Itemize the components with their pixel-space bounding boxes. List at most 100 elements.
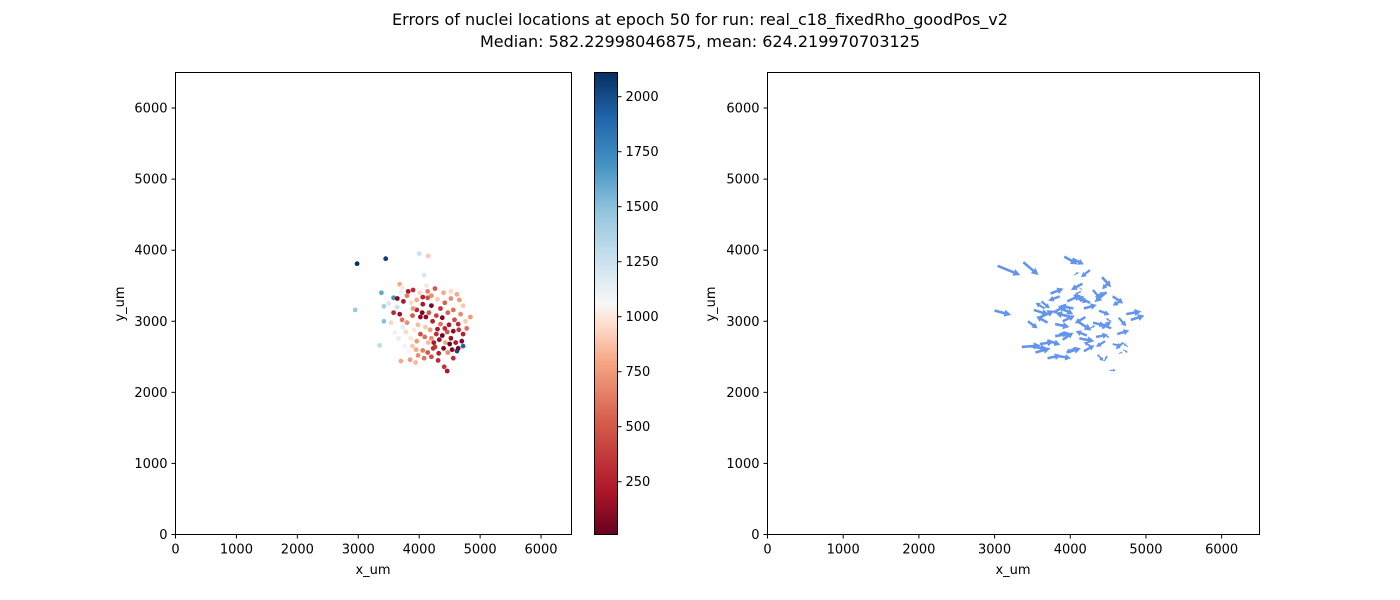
scatter-point (418, 331, 423, 337)
scatter-point (396, 335, 401, 341)
scatter-point (405, 289, 411, 294)
scatter-point (410, 287, 416, 293)
quiver-arrow (1083, 303, 1097, 310)
scatter-point (407, 357, 413, 363)
quiver-arrow (1083, 345, 1095, 353)
scatter-point (429, 335, 434, 341)
scatter-x-tick-label: 5000 (464, 543, 497, 558)
quiver-arrow (1062, 332, 1074, 341)
quiver-x-tick-label: 5000 (1129, 543, 1162, 558)
quiver-arrow (1036, 316, 1049, 324)
quiver-arrow (1102, 280, 1111, 290)
quiver-arrow (1096, 354, 1104, 362)
scatter-y-label: y_um (113, 286, 128, 321)
scatter-point (381, 318, 387, 324)
scatter-point (449, 347, 455, 353)
colorbar-tick-label: 500 (626, 420, 651, 435)
scatter-point (429, 354, 434, 360)
scatter-point (422, 334, 428, 340)
scatter-point (441, 364, 447, 370)
quiver-y-tick-label: 0 (751, 528, 759, 543)
quiver-arrow (1096, 340, 1106, 347)
scatter-point (448, 335, 454, 341)
quiver-y-tick-label: 1000 (726, 457, 759, 472)
colorbar: 250 500 750 1000 1250 1500 1750 2000 (594, 72, 659, 535)
scatter-point (394, 296, 400, 301)
scatter-point (425, 350, 431, 355)
quiver-arrow (1080, 269, 1091, 278)
scatter-point (377, 343, 382, 348)
quiver-arrow (1077, 320, 1092, 331)
scatter-point (410, 313, 415, 318)
scatter-point (415, 353, 421, 358)
quiver-arrow (1123, 343, 1129, 348)
quiver-arrow (1118, 351, 1123, 355)
quiver-arrow (1035, 302, 1046, 310)
quiver-y-tick-label: 5000 (726, 173, 759, 188)
quiver-y-ticks: 0 1000 2000 3000 4000 5000 6000 (726, 102, 768, 543)
scatter-point (425, 253, 431, 259)
scatter-point (455, 321, 461, 327)
quiver-arrow (1079, 287, 1083, 290)
figure-title: Errors of nuclei locations at epoch 50 f… (392, 10, 1008, 29)
scatter-x-tick-label: 3000 (342, 543, 375, 558)
scatter-point (425, 340, 431, 345)
quiver-arrow (994, 309, 1012, 317)
quiver-arrow (1027, 320, 1038, 329)
scatter-point (435, 326, 440, 332)
scatter-point (442, 300, 448, 306)
quiver-arrow (1055, 311, 1071, 319)
colorbar-tick-label: 1000 (626, 310, 659, 325)
scatter-y-tick-label: 1000 (134, 457, 167, 472)
scatter-panel: 0 1000 2000 3000 4000 5000 6000 0 1000 2000 3000 4… (113, 72, 572, 578)
scatter-x-tick-label: 1000 (220, 543, 253, 558)
quiver-y-tick-label: 6000 (726, 102, 759, 117)
quiver-arrow (1021, 342, 1041, 350)
scatter-point (432, 344, 438, 350)
scatter-point (414, 307, 420, 313)
quiver-arrow (1074, 316, 1086, 324)
scatter-point (413, 360, 418, 365)
scatter-point (450, 307, 456, 313)
scatter-point (408, 335, 414, 341)
scatter-point (399, 284, 405, 290)
scatter-point (391, 310, 396, 316)
scatter-point (439, 315, 445, 321)
scatter-y-tick-label: 2000 (134, 386, 167, 401)
scatter-point (433, 331, 439, 337)
quiver-arrow (1039, 339, 1054, 347)
colorbar-ticks: 250 500 750 1000 1250 1500 1750 2000 (617, 90, 659, 490)
scatter-point (398, 289, 404, 295)
scatter-point (418, 314, 423, 320)
scatter-point (415, 322, 421, 328)
quiver-x-tick-label: 6000 (1205, 543, 1238, 558)
scatter-point (420, 294, 426, 300)
scatter-point (430, 318, 435, 324)
scatter-point (445, 310, 451, 316)
scatter-point (438, 321, 443, 327)
quiver-arrow (1050, 287, 1064, 295)
scatter-point (408, 300, 414, 306)
scatter-point (436, 350, 442, 356)
quiver-arrow (1066, 294, 1081, 303)
quiver-arrow (1022, 261, 1039, 276)
scatter-point (433, 313, 439, 318)
scatter-point (406, 348, 412, 354)
quiver-x-tick-label: 2000 (902, 543, 935, 558)
scatter-point (436, 337, 442, 343)
scatter-point (422, 324, 428, 330)
scatter-point (439, 333, 445, 338)
scatter-point (463, 318, 468, 324)
scatter-point (445, 350, 451, 355)
scatter-point (425, 289, 431, 294)
scatter-point (383, 256, 389, 262)
scatter-y-tick-label: 6000 (134, 102, 167, 117)
quiver-y-tick-label: 3000 (726, 315, 759, 330)
quiver-plot-area (767, 72, 1260, 535)
quiver-x-tick-label: 3000 (978, 543, 1011, 558)
scatter-point (450, 328, 456, 334)
scatter-point (444, 329, 450, 335)
quiver-arrow (1065, 347, 1076, 353)
quiver-arrow (1075, 330, 1088, 337)
scatter-point (402, 343, 407, 349)
